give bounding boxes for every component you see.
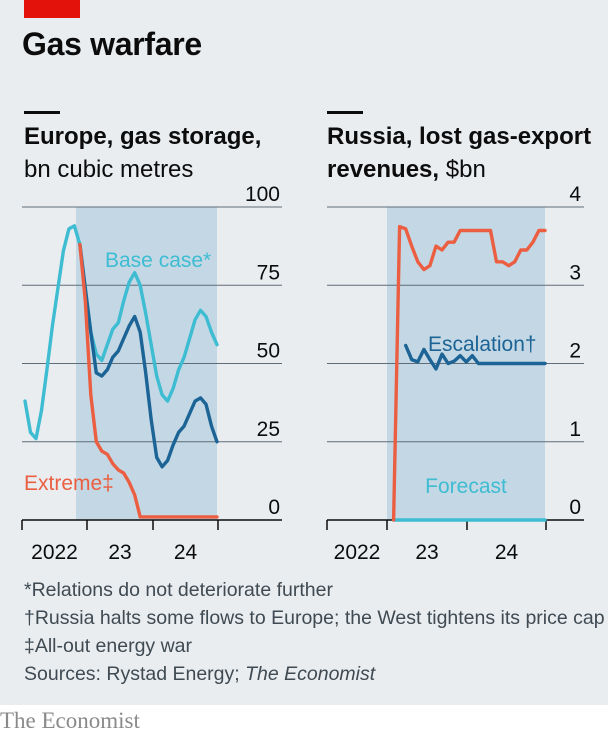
- y-tick-label-1: 50: [257, 340, 280, 363]
- headline: Gas warfare: [22, 26, 202, 62]
- x-tick-label-1: 2022: [31, 541, 78, 564]
- right-title-main: Russia, lost gas-export: [327, 123, 592, 150]
- left-panel-rule: [24, 111, 60, 114]
- x-tick-label-2: 23: [415, 541, 438, 564]
- y-tick-label-2: 3: [569, 261, 581, 284]
- footnotes: *Relations do not deteriorate further †R…: [24, 576, 605, 688]
- note-extreme: ‡All-out energy war: [24, 635, 192, 657]
- right-panel-rule: [327, 111, 363, 114]
- brand-wordmark: The Economist: [0, 708, 140, 733]
- y-tick-label-2: 0: [569, 496, 581, 519]
- base-case-line-1: [23, 224, 219, 441]
- escalation-line-1: [78, 242, 219, 469]
- right-title-line2: revenues,: [327, 156, 440, 183]
- right-title-units: $bn: [445, 156, 486, 183]
- extreme-line-2: [391, 224, 547, 522]
- left-title-main: Europe, gas storage,: [24, 123, 262, 150]
- sources-prefix: Sources: Rystad Energy;: [24, 663, 246, 685]
- y-tick-label-2: 1: [569, 418, 581, 441]
- y-tick-label-1: 25: [257, 418, 280, 441]
- note-base-case: *Relations do not deteriorate further: [24, 579, 333, 601]
- brand-red-tag: [24, 0, 80, 18]
- escalation-label: Escalation†: [428, 333, 537, 356]
- extreme-label: Extreme‡: [24, 472, 114, 495]
- note-escalation: †Russia halts some flows to Europe; the …: [24, 607, 605, 629]
- sources-line: Sources: Rystad Energy; The Economist: [24, 660, 605, 688]
- extreme-line-1: [78, 242, 219, 519]
- left-panel-title: Europe, gas storage, bn cubic metres: [24, 120, 261, 186]
- base-case-label: Base case*: [105, 249, 211, 272]
- left-title-units: bn cubic metres: [24, 156, 194, 183]
- x-tick-label-2: 24: [495, 541, 519, 564]
- y-tick-label-1: 75: [257, 261, 280, 284]
- x-tick-label-2: 2022: [334, 541, 381, 564]
- y-tick-label-2: 4: [569, 183, 581, 206]
- forecast-label: Forecast: [425, 475, 507, 498]
- x-tick-label-1: 23: [108, 541, 131, 564]
- y-tick-label-1: 100: [245, 183, 280, 206]
- y-tick-label-1: 0: [268, 496, 280, 519]
- escalation-line-2: [404, 343, 547, 371]
- right-panel-title: Russia, lost gas-export revenues, $bn: [327, 120, 591, 186]
- x-tick-label-1: 24: [174, 541, 198, 564]
- sources-publisher: The Economist: [245, 663, 376, 685]
- y-tick-label-2: 2: [569, 340, 581, 363]
